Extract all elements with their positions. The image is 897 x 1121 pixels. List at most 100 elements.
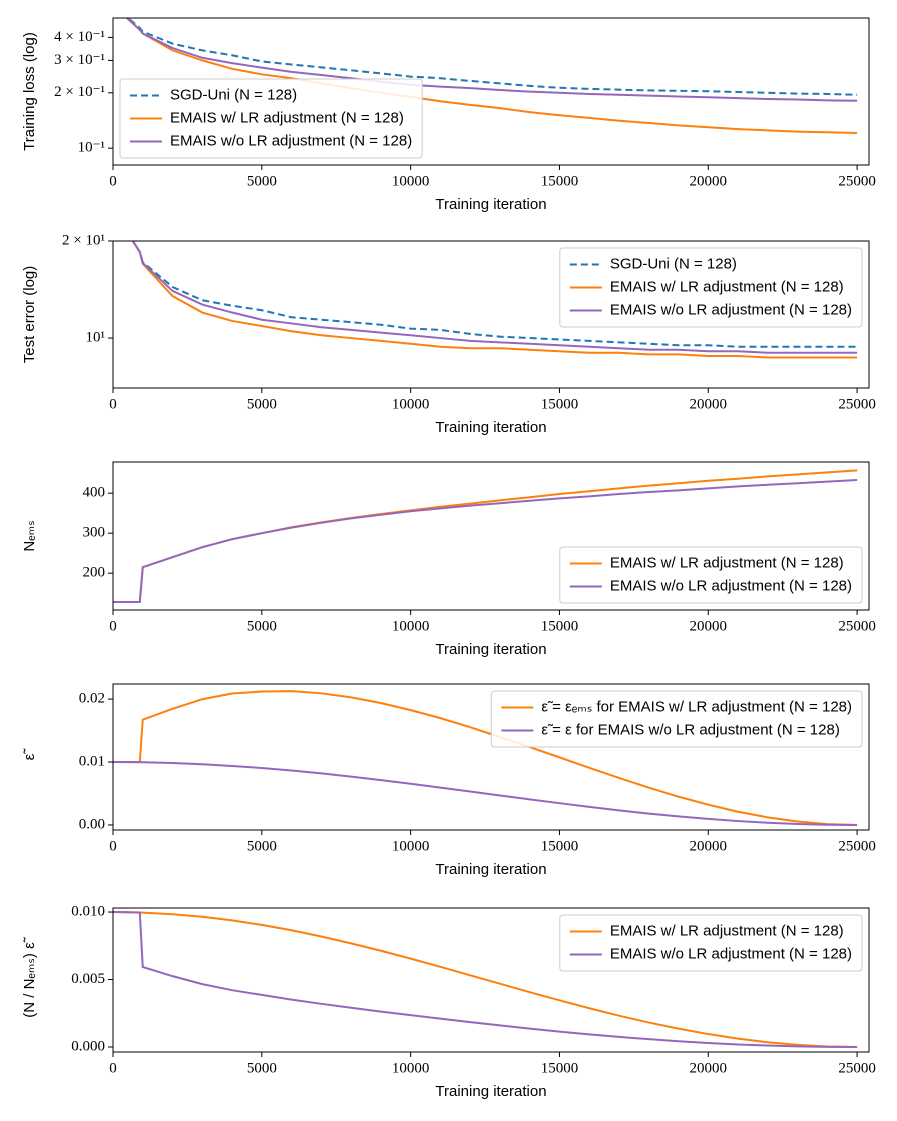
y-tick-label: 4 × 10⁻¹ [54,29,105,45]
legend: ε̃ = εₑₘₛ for EMAIS w/ LR adjustment (N … [490,690,863,748]
lines [131,241,858,359]
subplot: 0 5000 10000 15000 20000 25000 10⁻¹ 2 × 10⁻¹ 3 ×… [21,17,876,213]
legend-label: EMAIS w/o LR adjustment (N = 128) [610,577,852,594]
x-tick-label: 20000 [690,173,728,189]
legend-label: SGD-Uni (N = 128) [170,86,297,103]
y-tick-label: 0.01 [79,753,105,769]
x-tick-label: 25000 [838,1060,876,1076]
x-tick-label: 5000 [247,173,277,189]
legend: SGD-Uni (N = 128) EMAIS w/ LR adjustment … [119,78,423,159]
x-tick-label: 5000 [247,1060,277,1076]
x-tick-label: 20000 [690,618,728,634]
x-tick-label: 15000 [541,173,579,189]
x-tick-label: 5000 [247,618,277,634]
x-tick-label: 5000 [247,838,277,854]
y-tick-label: 3 × 10⁻¹ [54,52,105,68]
legend-label: EMAIS w/o LR adjustment (N = 128) [610,945,852,962]
subplot: 0 5000 10000 15000 20000 25000 200 300 400 Traini… [21,461,876,658]
x-tick-label: 15000 [541,1060,579,1076]
series-line [125,18,858,102]
y-tick-label: 2 × 10¹ [62,232,105,248]
x-tick-label: 10000 [392,618,430,634]
x-tick-label: 25000 [838,618,876,634]
lines [113,690,858,826]
legend: EMAIS w/ LR adjustment (N = 128) EMAIS w/… [559,914,863,972]
series-line [131,241,858,354]
legend-box [559,914,863,972]
series-line [131,241,858,359]
x-tick-label: 20000 [690,1060,728,1076]
y-axis-label: (N / Nₑₘₛ) ε̃ [21,936,38,1018]
y-tick-label: 0.000 [71,1038,105,1054]
y-axis-label: Test error (log) [21,266,38,364]
y-tick-label: 0.010 [71,903,105,919]
y-tick-label: 200 [83,565,106,581]
legend: EMAIS w/ LR adjustment (N = 128) EMAIS w/… [559,546,863,604]
axes-frame [112,907,870,1053]
x-tick-label: 10000 [392,396,430,412]
subplot: 0 5000 10000 15000 20000 25000 0.00 0.01 0.02 Tra… [21,683,876,878]
y-tick-label: 0.005 [71,971,105,987]
x-tick-label: 10000 [392,838,430,854]
x-tick-label: 20000 [690,838,728,854]
x-tick-label: 0 [109,838,117,854]
y-tick-label: 400 [83,485,106,501]
legend-label: EMAIS w/ LR adjustment (N = 128) [610,922,844,939]
legend-label: EMAIS w/o LR adjustment (N = 128) [610,301,852,318]
y-tick-label: 2 × 10⁻¹ [54,84,105,100]
legend-box [559,546,863,604]
x-tick-label: 0 [109,396,117,412]
x-tick-label: 10000 [392,1060,430,1076]
series-line [113,690,858,826]
y-tick-label: 0.00 [79,816,105,832]
legend-label: ε̃ = εₑₘₛ for EMAIS w/ LR adjustment (N … [541,698,852,715]
legend-box [490,690,863,748]
legend-label: EMAIS w/ LR adjustment (N = 128) [610,554,844,571]
x-tick-label: 25000 [838,396,876,412]
series-line [126,18,858,96]
legend-label: EMAIS w/ LR adjustment (N = 128) [170,109,404,126]
x-tick-label: 15000 [541,618,579,634]
series-line [131,241,858,348]
series-line [113,911,858,1049]
series-line [125,18,858,134]
subplot: 0 5000 10000 15000 20000 25000 10¹ 2 × 10¹ Train… [21,232,876,436]
lines [113,469,858,603]
legend-label: SGD-Uni (N = 128) [610,255,737,272]
series-line [113,761,858,826]
x-tick-label: 15000 [541,838,579,854]
x-tick-label: 0 [109,618,117,634]
x-tick-label: 25000 [838,838,876,854]
series-line [113,911,858,1049]
axes-frame [112,683,870,831]
x-axis-label: Training iteration [435,196,546,213]
x-tick-label: 5000 [247,396,277,412]
x-tick-label: 20000 [690,396,728,412]
axes-frame [112,461,870,611]
y-tick-label: 10⁻¹ [78,140,105,156]
legend-label: EMAIS w/ LR adjustment (N = 128) [610,278,844,295]
axes-frame [112,17,870,166]
y-tick-label: 0.02 [79,691,105,707]
x-axis-label: Training iteration [435,1083,546,1100]
lines [113,911,858,1049]
legend: SGD-Uni (N = 128) EMAIS w/ LR adjustment … [559,247,863,328]
legend-box [559,247,863,328]
series-line [113,479,858,603]
axes-frame [112,240,870,389]
legend-label: ε̃ = ε for EMAIS w/o LR adjustment (N = … [541,721,840,738]
legend-box [119,78,423,159]
y-axis-label: Nₑₘₛ [21,520,38,551]
x-axis-label: Training iteration [435,419,546,436]
x-tick-label: 10000 [392,173,430,189]
y-tick-label: 300 [83,525,106,541]
x-tick-label: 15000 [541,396,579,412]
y-tick-label: 10¹ [86,329,106,345]
lines [125,18,858,134]
x-tick-label: 0 [109,1060,117,1076]
legend-label: EMAIS w/o LR adjustment (N = 128) [170,132,412,149]
y-axis-label: ε̃ [21,748,38,761]
x-tick-label: 25000 [838,173,876,189]
x-axis-label: Training iteration [435,861,546,878]
